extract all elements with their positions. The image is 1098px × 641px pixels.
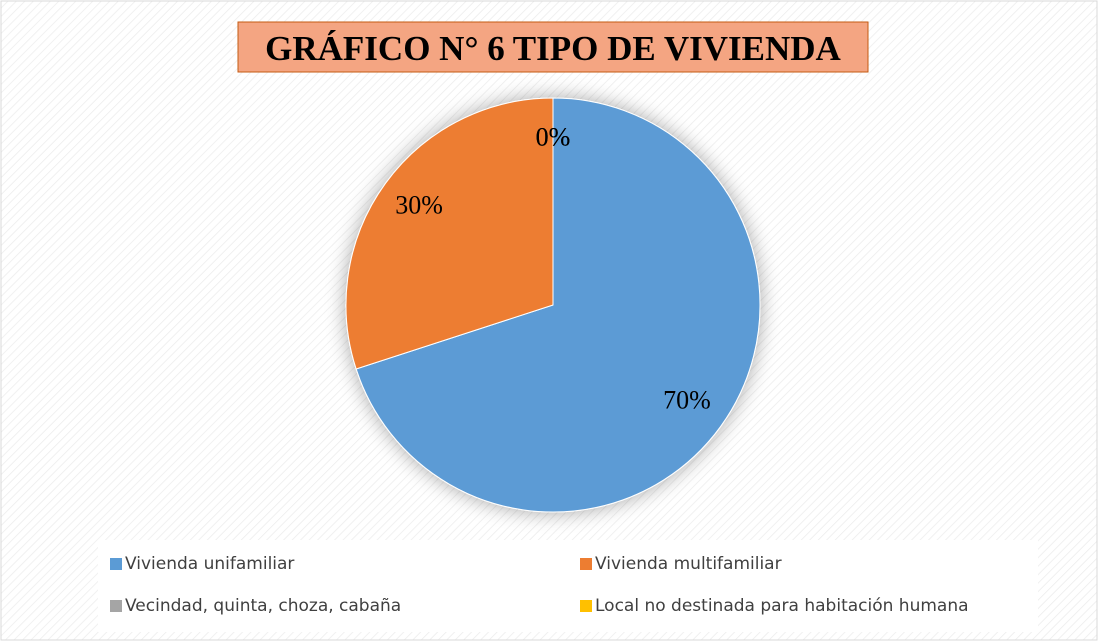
legend-label: Vecindad, quinta, choza, cabaña bbox=[125, 596, 401, 616]
pie-slice bbox=[355, 97, 761, 513]
legend-background bbox=[98, 540, 1038, 632]
data-label: 0% bbox=[536, 122, 571, 151]
data-label: 70% bbox=[663, 385, 711, 414]
legend-label: Vivienda multifamiliar bbox=[595, 554, 782, 574]
data-label: 0% bbox=[536, 122, 571, 151]
legend-label: Vivienda unifamiliar bbox=[125, 554, 294, 574]
pie-slice bbox=[345, 97, 554, 370]
legend-swatch bbox=[110, 600, 122, 612]
data-label: 30% bbox=[395, 191, 443, 220]
legend-swatch bbox=[580, 558, 592, 570]
title-box bbox=[237, 21, 869, 73]
chart-title: GRÁFICO N° 6 TIPO DE VIVIENDA bbox=[265, 29, 841, 68]
legend-label: Local no destinada para habitación human… bbox=[595, 596, 969, 616]
pie bbox=[345, 97, 761, 513]
legend-swatch bbox=[580, 600, 592, 612]
legend-swatch bbox=[110, 558, 122, 570]
